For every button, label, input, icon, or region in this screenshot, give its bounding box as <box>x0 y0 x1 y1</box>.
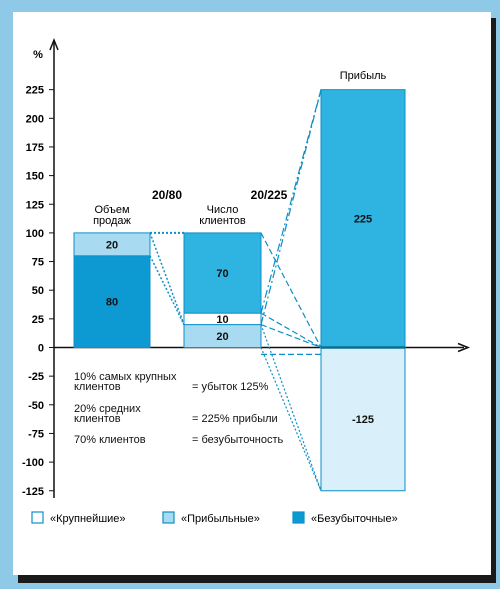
note-right: = 225% прибыли <box>192 413 278 425</box>
ratio-label: 20/225 <box>251 188 288 202</box>
bar-title: Число <box>207 204 239 216</box>
y-tick-label: -125 <box>22 486 44 498</box>
legend-label: «Безубыточные» <box>311 513 398 525</box>
x-axis-arrow <box>457 342 471 353</box>
y-tick-label: 150 <box>26 171 44 183</box>
connector-dashed <box>260 312 322 349</box>
y-tick-label: 100 <box>26 228 44 240</box>
bar-value-label: 10 <box>216 314 228 326</box>
connector-dotted <box>260 347 322 491</box>
note-left: 70% клиентов <box>74 434 146 446</box>
connector-dotted <box>149 232 185 325</box>
legend-label: «Крупнейшие» <box>50 513 126 525</box>
y-tick-label: 0 <box>38 343 44 355</box>
legend-label: «Прибыльные» <box>181 513 260 525</box>
legend-swatch <box>292 511 305 524</box>
note-right: = убыток 125% <box>192 381 269 393</box>
bar-segment <box>320 89 406 349</box>
y-tick-label: -75 <box>28 428 44 440</box>
note-left: 20% средних <box>74 403 141 415</box>
connector-dotted <box>149 255 185 325</box>
bar-value-label: 70 <box>216 268 228 280</box>
connector-dashdot <box>260 89 322 314</box>
y-tick-label: 125 <box>26 199 44 211</box>
y-tick-label: 50 <box>32 285 44 297</box>
note-left: клиентов <box>74 381 121 393</box>
y-tick-label: 75 <box>32 257 44 269</box>
note-left: клиентов <box>74 413 121 425</box>
bar-value-label: 225 <box>354 214 372 226</box>
y-tick-label: 200 <box>26 113 44 125</box>
connector-dashed <box>260 232 322 348</box>
y-tick-label: 175 <box>26 142 44 154</box>
bar-title: продаж <box>93 215 131 227</box>
y-tick-label: -25 <box>28 371 44 383</box>
legend-swatch <box>31 511 44 524</box>
bar-segment <box>320 347 406 492</box>
note-right: = безубыточность <box>192 434 284 446</box>
y-axis-arrow <box>49 37 59 51</box>
connector-dotted <box>260 324 322 491</box>
bar-segment <box>73 255 151 349</box>
bar-value-label: 80 <box>106 297 118 309</box>
bar-segment <box>183 232 262 314</box>
y-tick-label: 25 <box>32 314 44 326</box>
y-tick-label: 225 <box>26 85 44 97</box>
bar-value-label: 20 <box>106 239 118 251</box>
note-left: 10% самых крупных <box>74 371 177 383</box>
bar-title: клиентов <box>199 215 246 227</box>
bar-segment <box>73 232 151 257</box>
bar-title: Прибыль <box>340 70 387 82</box>
y-axis-label: % <box>33 49 43 61</box>
connector-dashed <box>260 324 322 349</box>
ratio-label: 20/80 <box>152 188 182 202</box>
bar-title: Объем <box>94 204 129 216</box>
legend-swatch <box>162 511 175 524</box>
y-tick-label: -50 <box>28 400 44 412</box>
y-tick-label: -100 <box>22 457 44 469</box>
bar-value-label: 20 <box>216 331 228 343</box>
bar-value-label: -125 <box>352 414 374 426</box>
